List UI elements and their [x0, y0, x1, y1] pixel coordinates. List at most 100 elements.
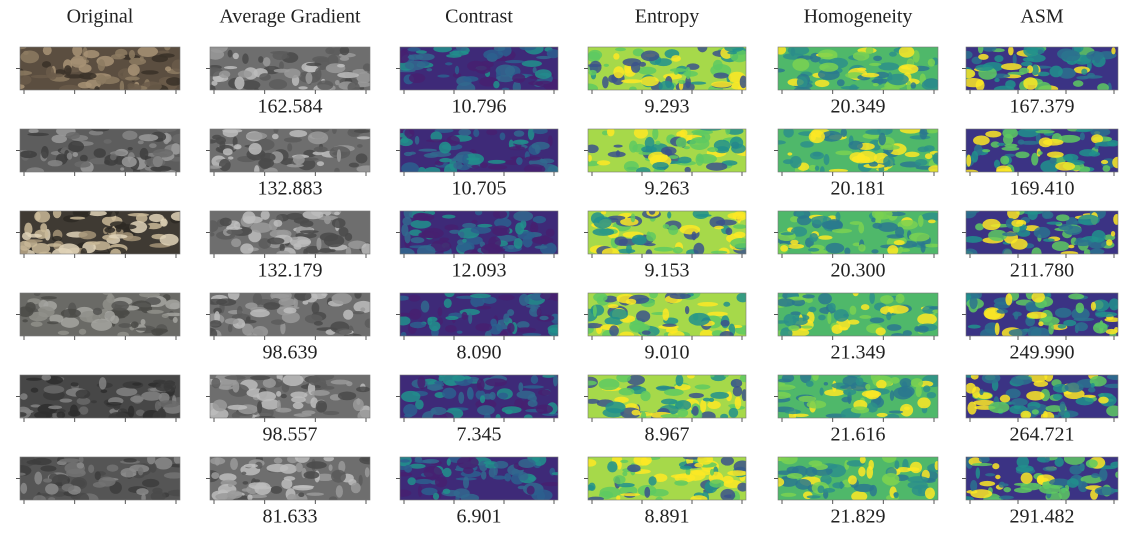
- texture-blob: [523, 235, 533, 248]
- texture-blob: [99, 377, 106, 389]
- texture-blob: [405, 60, 426, 70]
- texture-blob: [241, 472, 246, 475]
- texture-blob: [317, 80, 333, 90]
- texture-blob: [661, 146, 677, 155]
- image-panel: [207, 206, 377, 259]
- texture-blob: [593, 293, 607, 302]
- texture-blob: [629, 141, 638, 153]
- texture-blob: [1081, 69, 1087, 75]
- texture-blob: [60, 398, 73, 402]
- texture-blob: [588, 497, 604, 501]
- image-panel: [15, 374, 185, 423]
- column-header: ASM: [1020, 6, 1064, 28]
- texture-blob: [527, 486, 535, 495]
- texture-blob: [507, 245, 514, 249]
- texture-blob: [298, 86, 308, 89]
- texture-blob: [834, 309, 849, 322]
- column-header: Entropy: [635, 6, 699, 28]
- texture-blob: [486, 129, 497, 135]
- texture-blob: [443, 468, 452, 477]
- texture-blob: [973, 136, 990, 146]
- texture-blob: [158, 400, 180, 407]
- texture-blob: [459, 231, 464, 238]
- texture-blob: [1026, 307, 1040, 311]
- column-header: Homogeneity: [804, 6, 913, 28]
- texture-blob: [685, 306, 689, 314]
- texture-blob: [57, 412, 66, 419]
- texture-blob: [131, 321, 139, 328]
- texture-blob: [820, 166, 825, 176]
- image-panel: [394, 207, 558, 259]
- texture-blob: [263, 302, 280, 310]
- texture-blob: [147, 310, 164, 314]
- texture-blob: [489, 468, 496, 478]
- texture-blob: [640, 391, 650, 401]
- texture-blob: [1098, 393, 1113, 398]
- texture-blob: [219, 386, 233, 390]
- texture-blob: [1075, 322, 1088, 331]
- texture-blob: [525, 156, 541, 160]
- texture-blob: [70, 404, 78, 416]
- texture-blob: [918, 215, 924, 227]
- texture-blob: [314, 321, 323, 326]
- texture-blob: [260, 153, 275, 162]
- texture-blob: [481, 471, 487, 480]
- texture-blob: [730, 137, 743, 149]
- image-panel: [396, 127, 558, 177]
- texture-blob: [1069, 465, 1082, 475]
- metric-value: 81.633: [263, 506, 318, 528]
- texture-blob: [676, 137, 687, 147]
- texture-blob: [428, 317, 438, 322]
- column-header: Contrast: [445, 6, 513, 28]
- texture-blob: [806, 381, 814, 387]
- texture-blob: [614, 236, 627, 246]
- texture-blob: [503, 313, 509, 322]
- image-panel: [204, 123, 377, 176]
- texture-blob: [975, 64, 993, 71]
- texture-blob: [871, 218, 876, 222]
- texture-blob: [246, 316, 251, 322]
- texture-blob: [683, 146, 690, 149]
- metric-value: 9.153: [645, 260, 690, 282]
- texture-blob: [935, 461, 940, 470]
- texture-blob: [609, 309, 628, 320]
- texture-blob: [680, 225, 701, 235]
- texture-blob: [481, 244, 502, 255]
- texture-blob: [713, 72, 728, 78]
- texture-blob: [259, 73, 271, 81]
- texture-blob: [356, 153, 368, 163]
- texture-blob: [613, 53, 619, 59]
- texture-blob: [810, 152, 824, 160]
- image-panel: [959, 124, 1123, 176]
- texture-blob: [725, 228, 732, 236]
- texture-blob: [336, 485, 343, 497]
- texture-blob: [1106, 239, 1113, 245]
- texture-blob: [849, 152, 865, 162]
- texture-blob: [689, 137, 709, 150]
- texture-blob: [707, 401, 720, 409]
- image-panel: [10, 453, 189, 506]
- texture-blob: [470, 294, 491, 298]
- texture-blob: [79, 231, 97, 240]
- texture-blob: [599, 379, 620, 391]
- texture-blob: [157, 51, 170, 54]
- texture-blob: [877, 413, 888, 417]
- texture-blob: [410, 322, 426, 329]
- texture-blob: [243, 216, 262, 223]
- texture-blob: [309, 376, 321, 386]
- image-panel: [392, 453, 562, 503]
- texture-blob: [331, 470, 346, 483]
- texture-blob: [889, 52, 897, 57]
- texture-blob: [356, 386, 370, 392]
- metric-value: 9.263: [645, 178, 690, 200]
- texture-blob: [1110, 462, 1123, 468]
- texture-blob: [536, 405, 553, 414]
- texture-blob: [293, 402, 304, 409]
- texture-blob: [662, 324, 676, 327]
- metric-value: 6.901: [457, 506, 502, 528]
- image-panel: [203, 288, 374, 342]
- texture-blob: [165, 66, 171, 71]
- texture-blob: [500, 132, 506, 140]
- texture-blob: [496, 414, 501, 421]
- texture-blob: [128, 147, 133, 150]
